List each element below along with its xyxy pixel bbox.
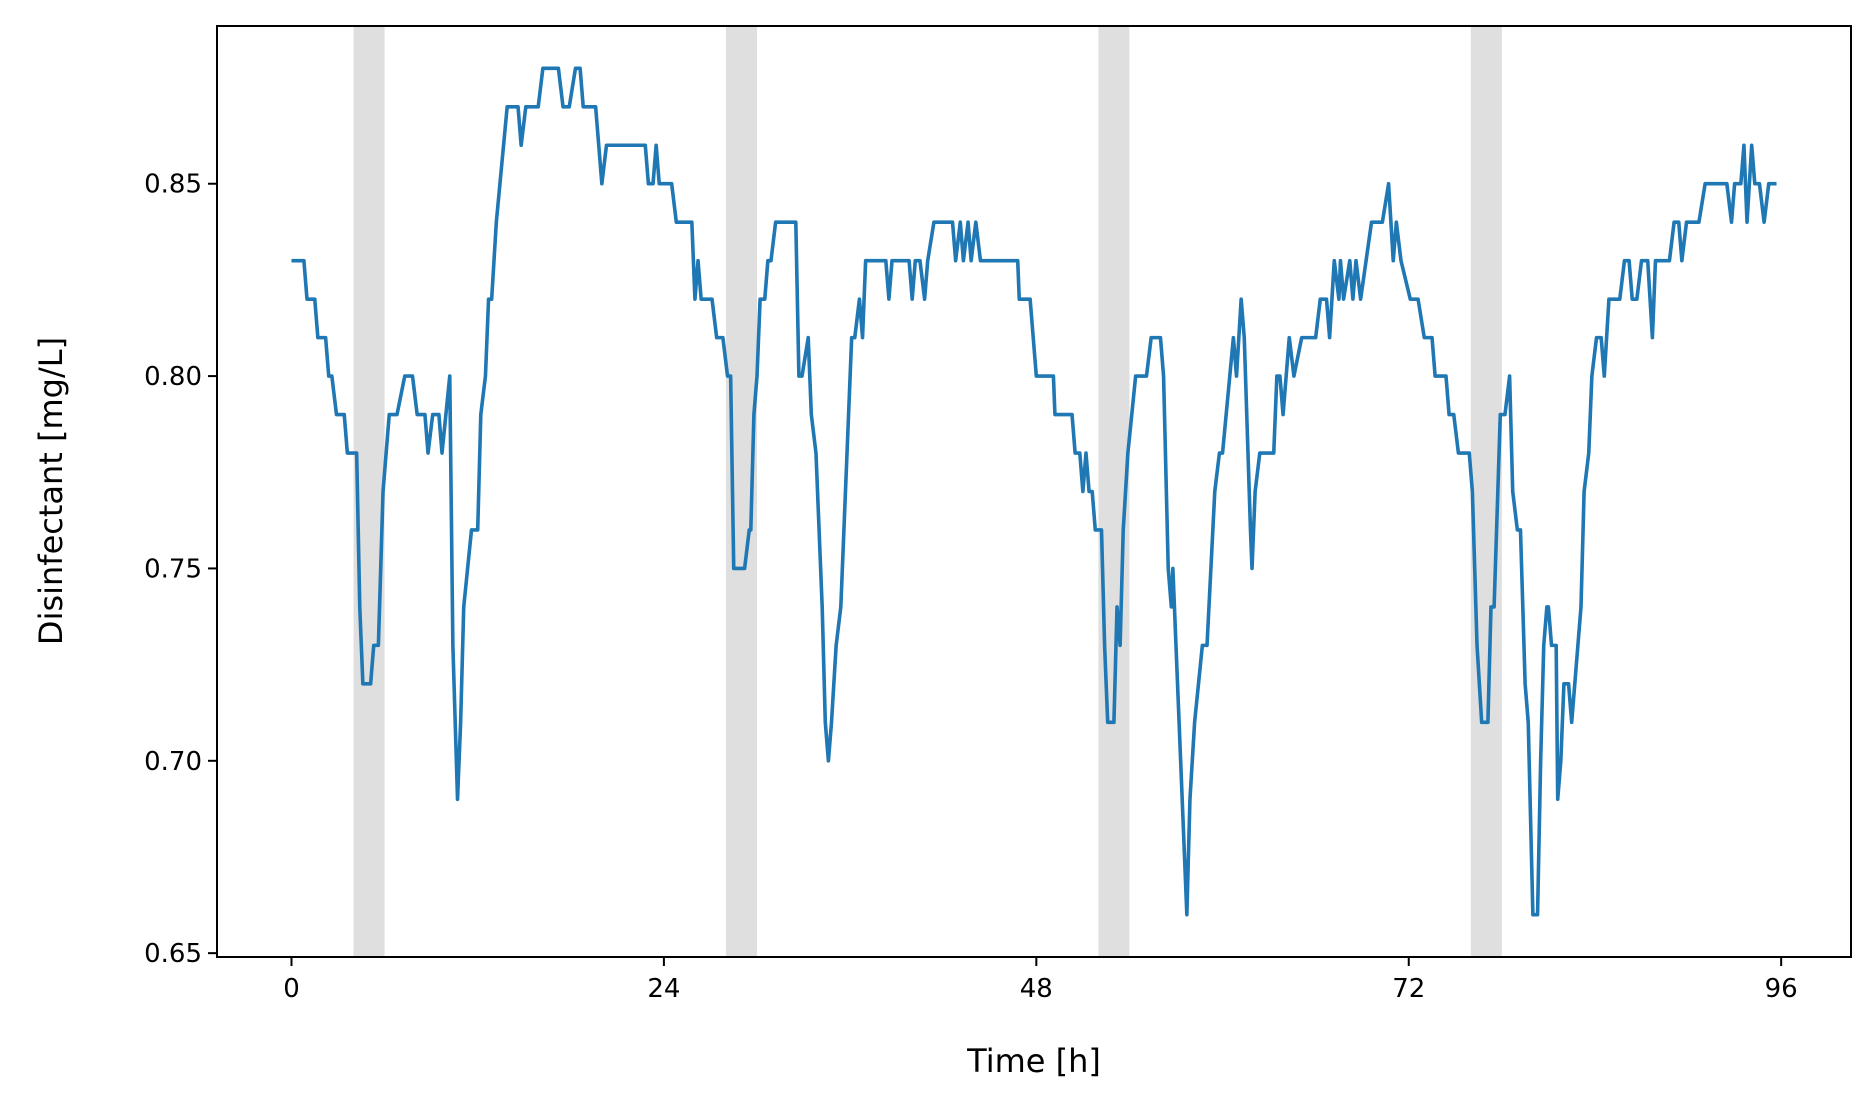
x-tick-label: 48 bbox=[1020, 974, 1053, 1004]
data-line bbox=[291, 66, 1777, 917]
y-tick-label: 0.70 bbox=[144, 747, 202, 777]
x-tick-label: 24 bbox=[647, 974, 680, 1004]
y-tick-label: 0.75 bbox=[144, 554, 202, 584]
x-tick-label: 0 bbox=[283, 974, 300, 1004]
y-tick-label: 0.80 bbox=[144, 362, 202, 392]
x-tick-label: 96 bbox=[1765, 974, 1798, 1004]
y-tick-label: 0.65 bbox=[144, 939, 202, 969]
y-tick-label: 0.85 bbox=[144, 170, 202, 200]
axes-frame bbox=[216, 25, 1852, 958]
y-axis-label: Disinfectant [mg/L] bbox=[32, 337, 70, 645]
x-tick-label: 72 bbox=[1392, 974, 1425, 1004]
x-axis-label: Time [h] bbox=[966, 1042, 1101, 1080]
